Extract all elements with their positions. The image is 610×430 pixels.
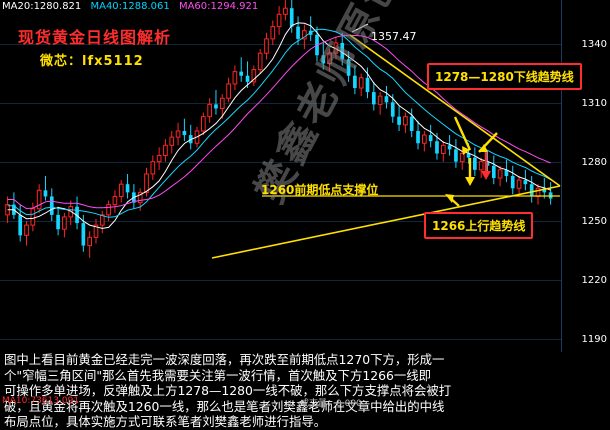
peak-price-label: 1357.47 <box>371 30 417 43</box>
axis-tick: 1340 <box>581 39 607 50</box>
ma60-legend: MA60:1294.921 <box>178 1 259 12</box>
gridline <box>0 162 562 163</box>
gridline <box>0 339 562 340</box>
callout-uptrend: 1266上行趋势线 <box>424 212 534 239</box>
axis-tick: 1310 <box>581 98 607 109</box>
down-trendline <box>349 34 561 187</box>
ma20-legend: MA20:1280.821 <box>2 1 82 12</box>
axis-tick: 1250 <box>581 216 607 227</box>
axis-tick: 1280 <box>581 157 607 168</box>
candles-svg <box>5 0 553 258</box>
commentary-line: 个"窄幅三角区间"那么首先我需要关注第一波行情，首次触及下方1266一线即 <box>4 367 432 383</box>
axis-divider <box>561 0 562 352</box>
price-axis: 1340 1310 1280 1250 1220 1190 <box>562 0 610 352</box>
gridline <box>0 280 562 281</box>
gridline <box>0 103 562 104</box>
callout-downtrend: 1278—1280下线趋势线 <box>427 63 582 90</box>
footer-volume-readout: 成交量：0.000 <box>300 399 362 409</box>
commentary-line: 布局点位，具体实施方式可联系笔者刘樊鑫老师进行指导。 <box>4 414 327 429</box>
peak-pointer <box>351 23 369 33</box>
note-support: 1260前期低点支撑位 <box>261 183 379 197</box>
axis-tick: 1220 <box>581 275 607 286</box>
arrow-group <box>445 116 498 207</box>
ma40-legend: MA40:1288.061 <box>90 1 170 12</box>
candlestick-plot[interactable] <box>0 0 562 352</box>
commentary-line: 图中上看目前黄金已经走完一波深度回落，再次跌至前期低点1270下方，形成一 <box>4 352 445 367</box>
ma-legend: MA20:1280.821 MA40:1288.061 MA60:1294.92… <box>2 1 264 12</box>
commentary-line: 可操作多单进场，反弹触及上方1278—1280一线不破，那么下方支撑点将会被打 <box>4 383 452 398</box>
axis-tick: 1190 <box>581 334 607 345</box>
contact-subtitle: 微芯：lfx5112 <box>40 54 144 69</box>
trendline-overlay <box>211 23 561 259</box>
up-trendline <box>211 185 561 259</box>
page-title: 现货黄金日线图解析 <box>18 28 172 47</box>
footer-ma-readout: MA10:73613.091 <box>2 396 80 406</box>
gridline <box>0 221 562 222</box>
